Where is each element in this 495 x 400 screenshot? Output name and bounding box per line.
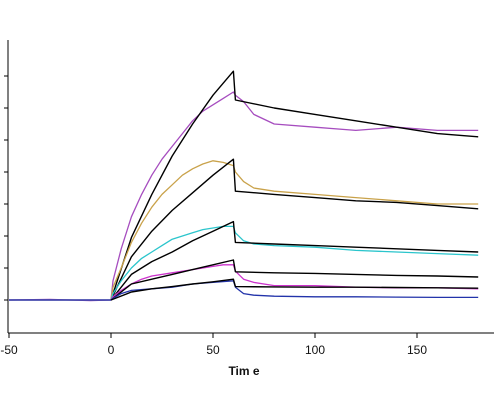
measured-curve-6 (9, 264, 479, 301)
x-tick-label: 50 (206, 343, 220, 357)
x-tick-label: 150 (407, 343, 427, 357)
fit-curve-3 (110, 158, 479, 301)
x-axis-title: Tim e (228, 364, 259, 378)
ticks: -50 0 50 100 150 (0, 75, 427, 357)
axes (7, 40, 494, 334)
x-tick-label: 100 (305, 343, 325, 357)
x-tick-label: -50 (0, 343, 18, 357)
series-layer (8, 70, 479, 302)
fit-curve-1 (110, 70, 479, 301)
measured-curve-4 (9, 225, 479, 301)
x-tick-label: 0 (108, 343, 115, 357)
measured-curve-0 (8, 91, 479, 302)
measured-curve-8 (9, 280, 479, 301)
measured-curve-2 (9, 160, 479, 301)
fit-curve-5 (110, 220, 479, 301)
fit-curve-9 (110, 278, 479, 301)
fit-curve-7 (110, 259, 479, 301)
